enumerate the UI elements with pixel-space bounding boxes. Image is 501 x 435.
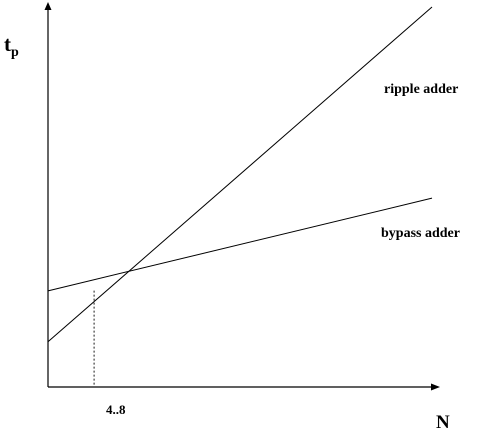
y-axis-label: tp: [4, 32, 19, 60]
series-line-ripple-adder: [47, 6, 433, 343]
x-axis-arrow-icon: [431, 383, 440, 391]
series-line-bypass-adder: [47, 197, 433, 292]
y-axis-label-subscript: p: [11, 45, 19, 60]
series-label-ripple-adder: ripple adder: [384, 82, 458, 97]
x-axis-label: N: [436, 412, 450, 433]
y-axis-label-main: t: [4, 32, 11, 56]
series-label-bypass-adder: bypass adder: [381, 226, 460, 241]
crossover-tick-label: 4..8: [106, 402, 126, 417]
y-axis-arrow-icon: [44, 2, 52, 10]
series-layer: [47, 6, 433, 387]
